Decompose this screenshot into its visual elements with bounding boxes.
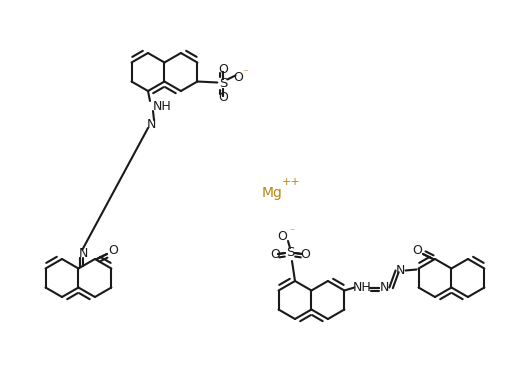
Text: NH: NH [153, 100, 172, 112]
Text: O: O [108, 244, 118, 257]
Text: N: N [146, 117, 156, 130]
Text: S: S [219, 77, 228, 90]
Text: O: O [234, 71, 244, 84]
Text: ++: ++ [281, 177, 300, 187]
Text: N: N [396, 264, 405, 277]
Text: O: O [277, 230, 287, 244]
Text: O: O [218, 91, 228, 104]
Text: S: S [286, 247, 294, 259]
Text: O: O [218, 63, 228, 76]
Text: O: O [300, 249, 310, 261]
Text: N: N [79, 247, 88, 260]
Text: ⁻: ⁻ [242, 68, 248, 78]
Text: Mg: Mg [261, 186, 282, 200]
Text: NH: NH [353, 281, 372, 294]
Text: O: O [412, 244, 422, 257]
Text: N: N [380, 281, 389, 294]
Text: ⁻: ⁻ [289, 227, 295, 237]
Text: O: O [270, 249, 280, 261]
